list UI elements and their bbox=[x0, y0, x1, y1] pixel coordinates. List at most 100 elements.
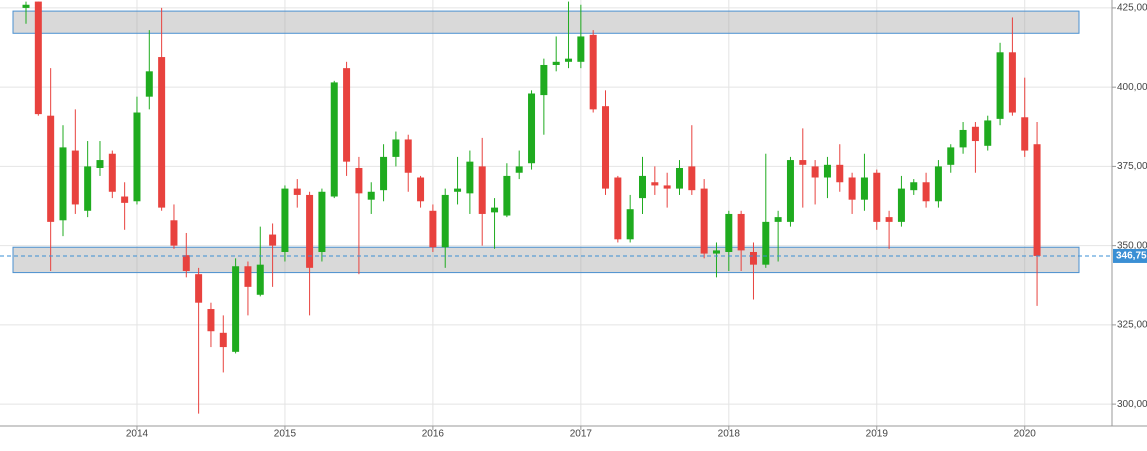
candle-body bbox=[959, 129, 967, 148]
candle-body bbox=[934, 166, 942, 202]
candle-body bbox=[663, 185, 671, 189]
candle-body bbox=[1008, 52, 1016, 113]
candle-body bbox=[318, 191, 326, 252]
candle-body bbox=[429, 210, 437, 248]
candle-body bbox=[392, 139, 400, 157]
candle-body bbox=[700, 188, 708, 254]
candle-body bbox=[404, 139, 412, 173]
candle-body bbox=[540, 64, 548, 96]
candle-body bbox=[799, 160, 807, 165]
y-tick-label: 350,00 bbox=[1117, 240, 1147, 251]
candle-body bbox=[860, 177, 868, 200]
zone bbox=[12, 246, 1080, 274]
candle-body bbox=[774, 217, 782, 222]
x-tick-label: 2014 bbox=[126, 429, 149, 440]
x-tick-label: 2016 bbox=[422, 429, 445, 440]
candle-body bbox=[108, 153, 116, 192]
candle-body bbox=[836, 164, 844, 183]
candle-body bbox=[984, 120, 992, 146]
candle-body bbox=[244, 266, 252, 287]
candle-body bbox=[145, 71, 153, 97]
candle-body bbox=[466, 161, 474, 194]
candle-body bbox=[219, 332, 227, 348]
candle-body bbox=[848, 177, 856, 200]
candle-body bbox=[996, 52, 1004, 119]
candle-body bbox=[786, 160, 794, 222]
candle-body bbox=[971, 126, 979, 142]
candle-body bbox=[503, 175, 511, 216]
candle-body bbox=[34, 1, 42, 115]
x-tick-label: 2019 bbox=[866, 429, 889, 440]
y-tick-label: 300,00 bbox=[1117, 399, 1147, 410]
candle-body bbox=[121, 196, 129, 203]
candle-body bbox=[158, 57, 166, 208]
candle-body bbox=[343, 68, 351, 162]
candle-body bbox=[811, 166, 819, 178]
candle-body bbox=[565, 58, 573, 62]
candle-body bbox=[515, 166, 523, 173]
candle-body bbox=[675, 167, 683, 189]
candle-body bbox=[1021, 117, 1029, 151]
candle-body bbox=[749, 251, 757, 265]
candle-body bbox=[207, 309, 215, 332]
candle-body bbox=[306, 194, 314, 268]
y-tick-label: 400,00 bbox=[1117, 82, 1147, 93]
candle-body bbox=[478, 166, 486, 214]
candle-body bbox=[281, 188, 289, 252]
candle-body bbox=[651, 182, 659, 186]
candle-body bbox=[59, 147, 67, 221]
candle-body bbox=[367, 191, 375, 200]
candle-body bbox=[182, 255, 190, 272]
candle-body bbox=[133, 112, 141, 202]
candle-body bbox=[712, 250, 720, 254]
x-tick-label: 2018 bbox=[718, 429, 741, 440]
x-tick-label: 2020 bbox=[1014, 429, 1037, 440]
candle-body bbox=[380, 156, 388, 191]
candle-body bbox=[947, 147, 955, 165]
candle-body bbox=[71, 150, 79, 205]
candle-body bbox=[922, 182, 930, 202]
candle-body bbox=[491, 207, 499, 213]
candle-body bbox=[602, 106, 610, 189]
candle-body bbox=[910, 182, 918, 191]
candle-body bbox=[232, 266, 240, 352]
candle-body bbox=[873, 172, 881, 222]
candle-body bbox=[170, 220, 178, 246]
candle-body bbox=[614, 177, 622, 240]
x-tick-label: 2015 bbox=[274, 429, 297, 440]
x-tick-label: 2017 bbox=[570, 429, 593, 440]
candle-body bbox=[84, 166, 92, 211]
candle-body bbox=[528, 93, 536, 164]
candle-body bbox=[355, 167, 363, 194]
candle-body bbox=[688, 166, 696, 191]
candle-body bbox=[256, 264, 264, 295]
last-price-label: 346,75 bbox=[1116, 251, 1147, 262]
candle-body bbox=[417, 177, 425, 202]
candle-body bbox=[762, 221, 770, 265]
candle-body bbox=[269, 234, 277, 246]
candle-body bbox=[293, 188, 301, 195]
candle-body bbox=[626, 209, 634, 240]
candle-body bbox=[441, 194, 449, 248]
candle-body bbox=[897, 188, 905, 222]
candle-body bbox=[885, 217, 893, 222]
zone bbox=[12, 10, 1080, 34]
candle-body bbox=[454, 188, 462, 192]
candle-body bbox=[22, 4, 30, 8]
candle-body bbox=[823, 164, 831, 178]
candle-body bbox=[577, 36, 585, 62]
y-tick-label: 325,00 bbox=[1117, 320, 1147, 331]
candle-body bbox=[552, 61, 560, 65]
candle-body bbox=[47, 115, 55, 222]
candle-body bbox=[195, 274, 203, 303]
y-tick-label: 425,00 bbox=[1117, 3, 1147, 14]
candle-body bbox=[725, 213, 733, 252]
candle-body bbox=[96, 160, 104, 168]
candle-body bbox=[330, 82, 338, 197]
y-tick-label: 375,00 bbox=[1117, 161, 1147, 172]
candle-body bbox=[737, 213, 745, 251]
candle-body bbox=[639, 175, 646, 199]
candle-body bbox=[589, 34, 597, 110]
last-price-box bbox=[1113, 248, 1147, 263]
